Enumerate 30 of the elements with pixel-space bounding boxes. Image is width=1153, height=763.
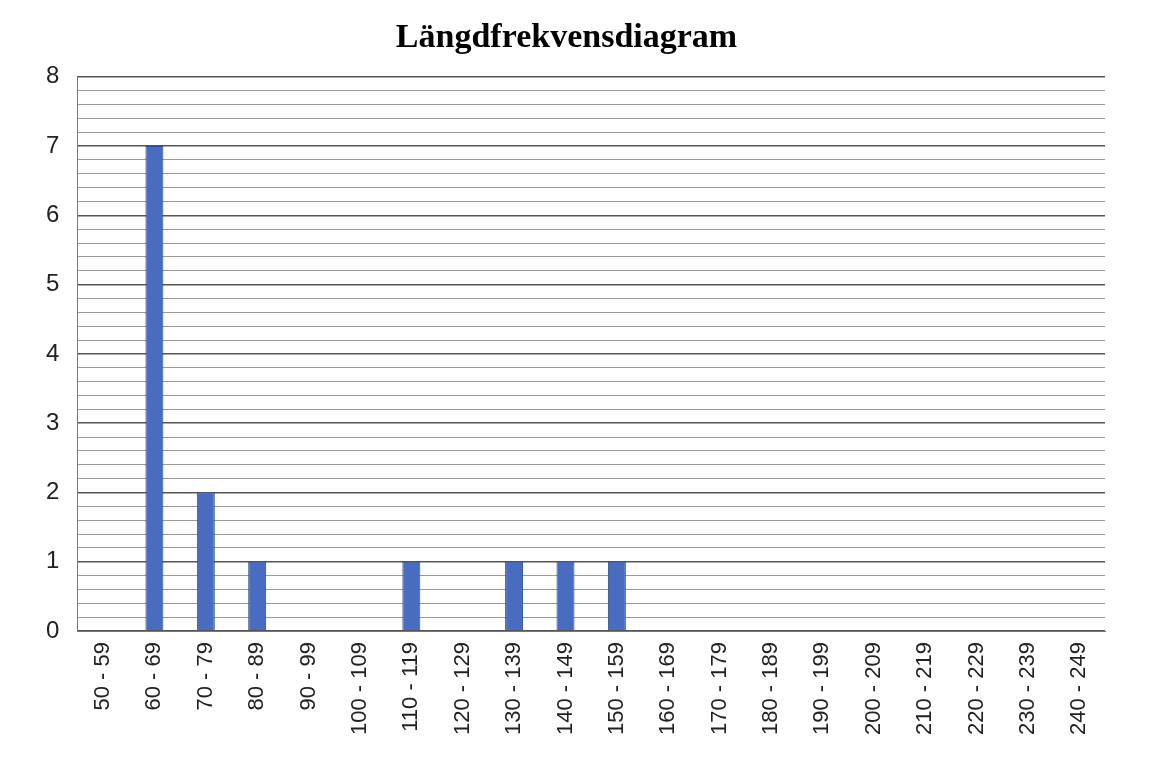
x-tick-label: 150 - 159 xyxy=(602,642,628,736)
x-tick-label: 130 - 139 xyxy=(500,642,526,736)
x-tick-label: 200 - 209 xyxy=(859,642,885,736)
x-tick-label: 60 - 69 xyxy=(140,642,166,711)
x-tick-label: 140 - 149 xyxy=(551,642,577,736)
x-tick-label: 80 - 89 xyxy=(243,642,269,711)
x-tick-label: 90 - 99 xyxy=(294,642,320,711)
x-tick-label: 100 - 109 xyxy=(346,642,372,736)
y-tick-label: 8 xyxy=(45,61,60,89)
y-tick-label: 4 xyxy=(45,338,60,366)
y-tick-label: 0 xyxy=(45,615,60,643)
x-tick-label: 120 - 129 xyxy=(448,642,474,736)
y-tick-label: 2 xyxy=(45,477,60,505)
x-tick-label: 50 - 59 xyxy=(89,642,115,711)
x-tick-label: 230 - 239 xyxy=(1013,642,1039,736)
x-tick-label: 110 - 119 xyxy=(397,642,423,732)
x-tick-label: 70 - 79 xyxy=(191,642,217,711)
x-tick-label: 240 - 249 xyxy=(1065,642,1091,736)
x-tick-label: 210 - 219 xyxy=(911,642,937,736)
x-tick-label: 180 - 189 xyxy=(757,642,783,736)
x-tick-label: 220 - 229 xyxy=(962,642,988,736)
y-tick-label: 7 xyxy=(45,130,60,158)
y-tick-label: 1 xyxy=(45,546,60,574)
y-tick-label: 6 xyxy=(45,199,60,227)
x-tick-label: 160 - 169 xyxy=(654,642,680,736)
x-tick-label: 170 - 179 xyxy=(705,642,731,736)
x-tick-label: 190 - 199 xyxy=(808,642,834,736)
y-tick-label: 5 xyxy=(45,269,60,297)
y-tick-label: 3 xyxy=(45,407,60,435)
chart-title: Längdfrekvensdiagram xyxy=(395,17,738,55)
